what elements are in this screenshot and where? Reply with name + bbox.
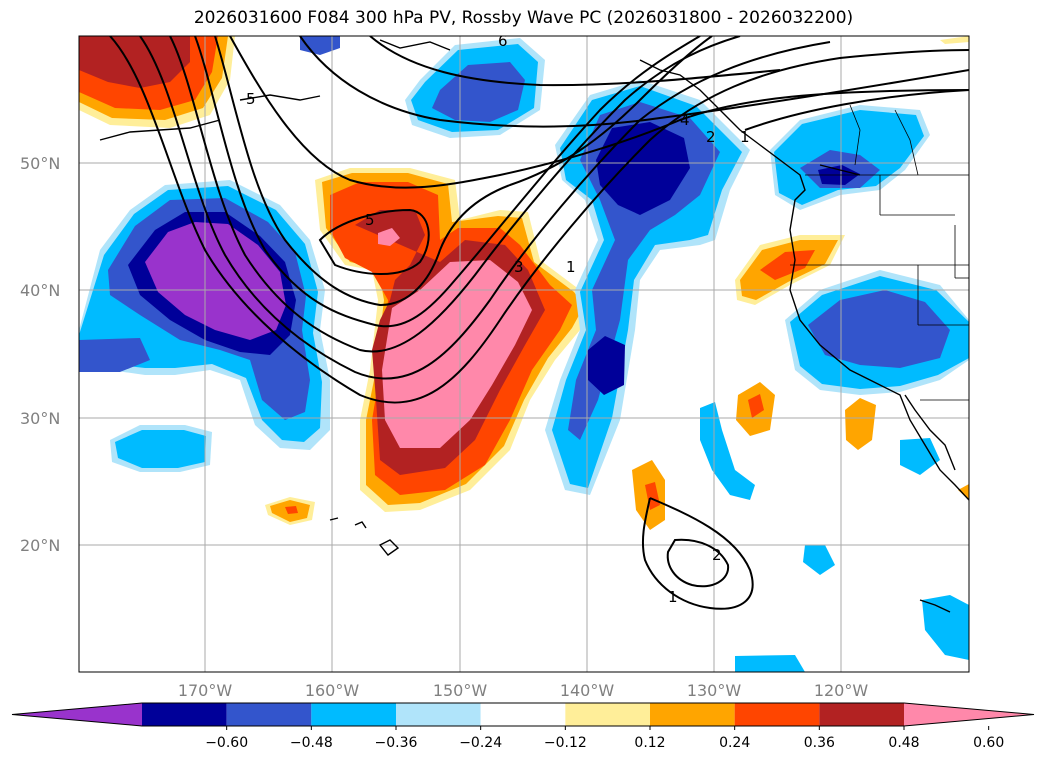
lat-label-40n: 40°N (20, 281, 60, 300)
colorbar-segment (480, 703, 566, 726)
contour-label-1a: 1 (566, 258, 576, 276)
colorbar-segment (650, 703, 735, 726)
colorbar-segment (396, 703, 481, 726)
lon-label-150w: 150°W (433, 681, 488, 700)
map-panel: 5 5 6 3 1 4 2 1 2 1 (79, 32, 969, 672)
colorbar-tick-label: 0.36 (804, 735, 835, 751)
lon-labels: 170°W 160°W 150°W 140°W 130°W 120°W (178, 681, 869, 700)
colorbar-tick-label: 0.60 (973, 735, 1004, 751)
lat-label-30n: 30°N (20, 409, 60, 428)
shading-small-positive (265, 235, 969, 530)
shading-west-negative (79, 180, 330, 472)
contour-label-5a: 5 (246, 90, 256, 108)
colorbar-segment (142, 703, 227, 726)
colorbar-tick-label: 0.48 (888, 735, 919, 751)
coastlines (99, 39, 969, 613)
shading-nw-positive (79, 36, 235, 128)
lon-label-160w: 160°W (305, 681, 360, 700)
contour-label-4: 4 (680, 111, 690, 129)
graticule (79, 36, 969, 672)
contour-labels: 5 5 6 3 1 4 2 1 2 1 (246, 32, 750, 606)
colorbar-tick-label: −0.24 (459, 735, 502, 751)
contour-label-6: 6 (498, 32, 508, 50)
map-frame (78, 35, 970, 673)
contour-label-1c: 1 (668, 588, 678, 606)
shading-north-negative (300, 36, 545, 138)
lat-labels: 50°N 40°N 30°N 20°N (20, 154, 60, 555)
colorbar-tick-label: −0.36 (375, 735, 418, 751)
colorbar-segment (819, 703, 904, 726)
colorbar-tick-label: −0.60 (205, 735, 248, 751)
colorbar-segment (734, 703, 820, 726)
colorbar-segment (226, 703, 312, 726)
colorbar-tick-label: 0.24 (719, 735, 750, 751)
lon-label-120w: 120°W (814, 681, 869, 700)
lon-label-140w: 140°W (560, 681, 615, 700)
colorbar-outline (11, 702, 1035, 727)
lat-label-50n: 50°N (20, 154, 60, 173)
colorbar-extend-max (904, 703, 1034, 726)
colorbar: −0.60 −0.48 −0.36 −0.24 −0.12 0.12 0.24 0.36 0.4… (11, 702, 1035, 751)
colorbar-tick-label: −0.12 (544, 735, 587, 751)
colorbar-tick-label: 0.12 (634, 735, 665, 751)
lon-label-130w: 130°W (687, 681, 742, 700)
map-title: 2026031600 F084 300 hPa PV, Rossby Wave … (193, 8, 854, 28)
wave-contours (109, 36, 969, 610)
lon-label-170w: 170°W (178, 681, 233, 700)
colorbar-segment (311, 703, 396, 726)
political-borders (790, 104, 969, 401)
lat-label-20n: 20°N (20, 536, 60, 555)
colorbar-extend-min (12, 703, 142, 726)
colorbar-tick-label: −0.48 (290, 735, 333, 751)
shading-coast-negative (735, 36, 969, 672)
colorbar-segment (565, 703, 650, 726)
contour-label-2a: 2 (706, 128, 716, 146)
contour-label-1b: 1 (740, 128, 750, 146)
contour-label-2b: 2 (712, 546, 722, 564)
contour-label-3: 3 (514, 258, 524, 276)
contour-label-5b: 5 (365, 211, 375, 229)
